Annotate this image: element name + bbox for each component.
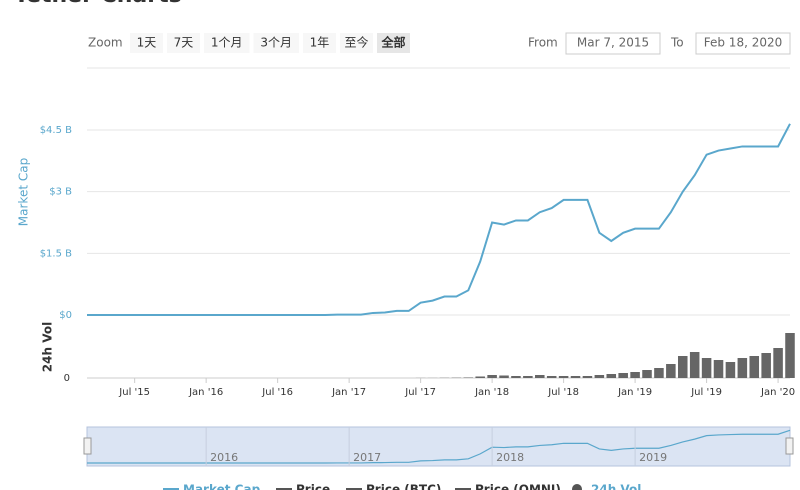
volume-bar <box>594 375 605 378</box>
zoom-button[interactable] <box>130 33 163 53</box>
volume-bar <box>761 353 771 378</box>
y2-axis-title: 24h Vol <box>41 322 55 372</box>
volume-bar <box>666 364 676 378</box>
volume-bar <box>677 356 688 378</box>
zoom-button[interactable] <box>340 33 373 53</box>
zoom-button[interactable] <box>303 33 336 53</box>
navigator-handle[interactable] <box>785 437 794 455</box>
volume-bar <box>558 376 569 378</box>
zoom-button-label[interactable]: 3个月 <box>260 36 292 50</box>
volume-bar <box>487 375 497 378</box>
y2-tick-label: 0 <box>64 373 70 384</box>
volume-bar <box>499 375 509 378</box>
y-tick-label: $3 B <box>49 187 72 198</box>
legend-label[interactable]: 24h Vol <box>591 483 641 490</box>
to-input[interactable] <box>695 32 791 55</box>
legend-label[interactable]: Price (OMNI) <box>475 483 561 490</box>
zoom-button-label[interactable]: 1年 <box>310 36 330 50</box>
to-label: To <box>670 36 684 50</box>
volume-bar <box>523 376 533 378</box>
navigator-tick-label: 2019 <box>639 451 667 464</box>
zoom-button[interactable] <box>377 33 410 53</box>
from-value[interactable]: Mar 7, 2015 <box>577 36 649 50</box>
legend-label[interactable]: Price (BTC) <box>366 483 441 490</box>
to-value[interactable]: Feb 18, 2020 <box>704 36 783 50</box>
y-tick-label: $4.5 B <box>40 125 72 136</box>
x-tick-label: Jan '19 <box>617 387 652 398</box>
volume-bar <box>511 376 521 378</box>
zoom-button-label[interactable]: 全部 <box>380 35 405 50</box>
zoom-button-label[interactable]: 7天 <box>174 36 194 50</box>
volume-bar <box>570 376 581 378</box>
zoom-button-label[interactable]: 1天 <box>137 36 157 50</box>
zoom-button-label[interactable]: 1个月 <box>211 36 243 50</box>
volume-bar <box>618 373 628 378</box>
navigator-tick-label: 2016 <box>210 451 238 464</box>
volume-bar <box>785 333 795 378</box>
x-tick-label: Jul '15 <box>118 387 150 398</box>
x-tick-label: Jan '17 <box>331 387 366 398</box>
from-label: From <box>528 36 558 50</box>
title: Tether Charts <box>14 0 182 8</box>
legend-symbol[interactable] <box>572 484 582 490</box>
y-tick-label: $0 <box>59 310 72 321</box>
volume-bar <box>582 376 593 378</box>
zoom-button[interactable] <box>167 33 200 53</box>
zoom-button[interactable] <box>253 33 300 53</box>
navigator-tick-label: 2018 <box>496 451 524 464</box>
x-tick-label: Jan '18 <box>474 387 509 398</box>
volume-bar <box>546 376 557 378</box>
volume-bar <box>689 352 700 378</box>
volume-bar <box>701 358 712 378</box>
volume-bar <box>463 377 474 378</box>
from-input[interactable] <box>565 32 661 55</box>
volume-bar <box>535 375 545 378</box>
volume-bar <box>737 358 748 378</box>
x-tick-label: Jan '20 <box>760 387 795 398</box>
x-tick-label: Jan '16 <box>188 387 223 398</box>
x-tick-label: Jul '19 <box>690 387 722 398</box>
y-axis-title: Market Cap <box>17 158 31 226</box>
x-tick-label: Jul '18 <box>547 387 579 398</box>
volume-bar <box>642 370 652 378</box>
navigator-line <box>87 429 791 464</box>
volume-bar <box>725 362 736 378</box>
volume-bar <box>475 376 485 378</box>
volume-bar <box>713 360 724 378</box>
navigator-handle[interactable] <box>83 437 92 455</box>
x-tick-label: Jul '16 <box>261 387 293 398</box>
volume-bar <box>630 372 640 378</box>
volume-bar <box>654 368 664 378</box>
volume-bar <box>606 374 617 378</box>
line <box>87 123 791 316</box>
zoom-label: Zoom <box>88 36 123 50</box>
navigator-tick-label: 2017 <box>353 451 381 464</box>
legend-label[interactable]: Price <box>296 483 330 490</box>
zoom-button-label[interactable]: 至今 <box>344 35 368 50</box>
volume-bar <box>773 348 783 378</box>
volume-bar <box>749 356 760 378</box>
y-tick-label: $1.5 B <box>40 248 72 259</box>
zoom-button[interactable] <box>204 33 250 53</box>
x-tick-label: Jul '17 <box>404 387 436 398</box>
legend-label[interactable]: Market Cap <box>183 483 261 490</box>
